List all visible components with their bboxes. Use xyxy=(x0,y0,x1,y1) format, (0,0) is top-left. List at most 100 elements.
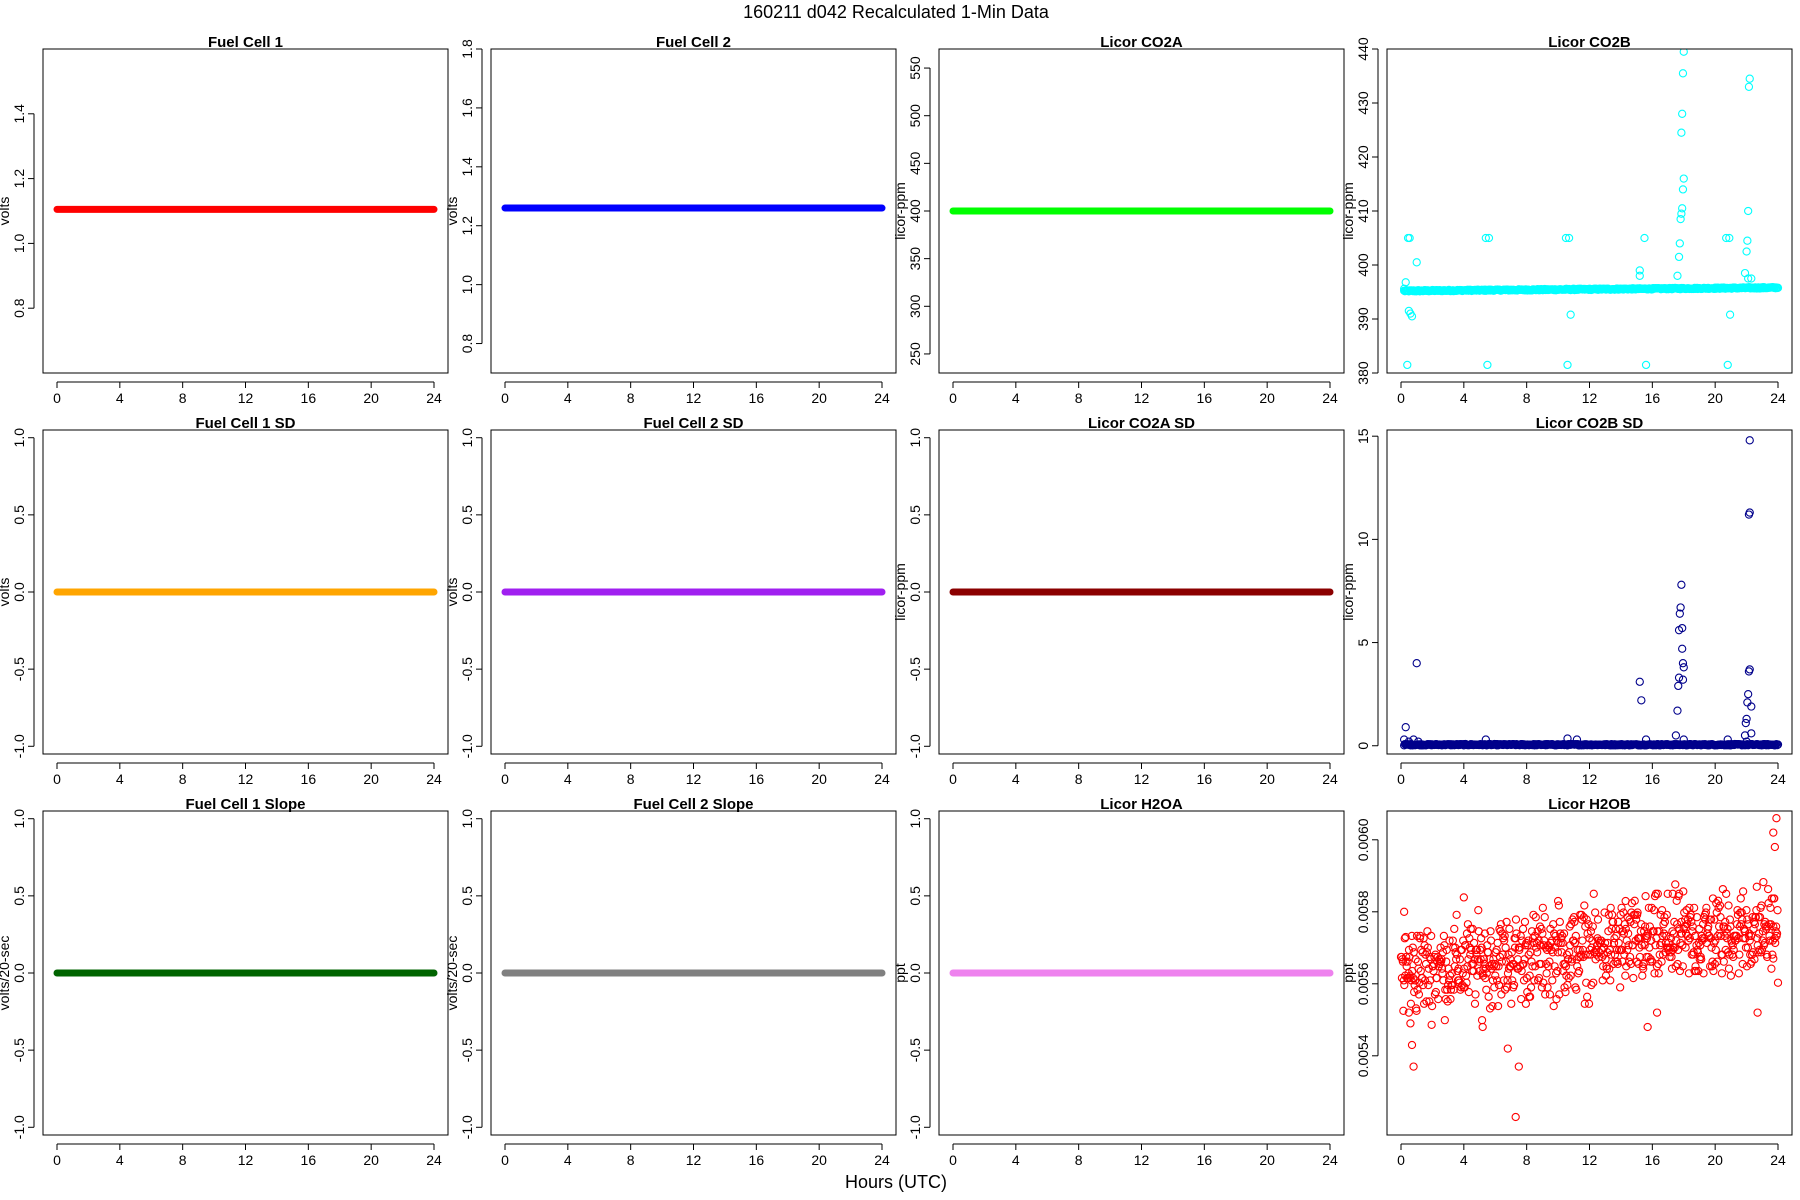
panel-1: Fuel Cell 1 0 4 8 12 16 20 24 0.8 1.0 1.2 1.4 volts xyxy=(0,34,449,406)
data-point xyxy=(1509,980,1519,990)
data-point xyxy=(1443,985,1452,994)
data-point xyxy=(1406,1019,1415,1028)
data-point xyxy=(1750,955,1759,964)
data-point xyxy=(1492,945,1501,955)
panel-2: Fuel Cell 2 0 4 8 12 16 20 24 0.8 1.0 1.2 1.4 1.6 1.8… xyxy=(444,34,897,406)
data-point xyxy=(1619,908,1628,917)
data-point xyxy=(1568,915,1577,924)
y-axis-label: volts/20-sec xyxy=(0,936,12,1011)
data-point xyxy=(1723,924,1732,934)
x-tick-label: 4 xyxy=(564,771,572,787)
x-tick-label: 16 xyxy=(301,1152,317,1168)
y-tick-label: 0.0 xyxy=(11,582,27,602)
y-tick-label: 0.0 xyxy=(907,963,923,983)
data-point xyxy=(1633,908,1642,917)
data-point xyxy=(1586,927,1596,936)
x-tick-label: 0 xyxy=(501,771,509,787)
data-point xyxy=(1543,983,1552,992)
data-point xyxy=(1513,955,1523,964)
data-point xyxy=(1406,971,1415,980)
data-point xyxy=(1577,910,1586,920)
data-point xyxy=(1414,990,1424,999)
data-point xyxy=(1564,973,1573,983)
data-point xyxy=(1531,962,1540,971)
data-point xyxy=(1401,723,1410,732)
data-point xyxy=(1405,233,1414,243)
data-point xyxy=(1400,934,1409,943)
data-point xyxy=(1528,962,1537,971)
y-tick-label: 0.5 xyxy=(11,886,27,906)
data-point xyxy=(1404,1008,1414,1017)
data-point xyxy=(1723,360,1732,370)
data-point xyxy=(1518,924,1528,934)
data-point xyxy=(1658,931,1667,941)
data-point xyxy=(1566,310,1575,319)
y-tick-label: 0.5 xyxy=(459,505,475,525)
data-point xyxy=(1745,436,1754,445)
plot-frame xyxy=(490,810,897,1136)
data-point xyxy=(1451,955,1461,964)
data-point xyxy=(1550,929,1559,938)
data-point xyxy=(1549,1001,1558,1011)
data-point xyxy=(1760,938,1769,948)
data-point xyxy=(1720,931,1729,941)
data-point xyxy=(1485,1004,1495,1013)
data-point xyxy=(1721,917,1730,927)
data-point xyxy=(1558,938,1567,948)
x-tick-label: 8 xyxy=(179,771,187,787)
x-tick-label: 8 xyxy=(1523,1152,1531,1168)
data-point xyxy=(1412,659,1421,668)
data-point xyxy=(1452,910,1461,920)
data-point xyxy=(1722,889,1731,898)
plot-frame xyxy=(490,48,897,374)
y-tick-label: -0.5 xyxy=(459,1038,475,1062)
data-point xyxy=(1580,901,1589,910)
data-point xyxy=(1744,920,1753,929)
data-point xyxy=(1497,990,1506,999)
y-tick-label: 400 xyxy=(1355,253,1371,277)
data-point xyxy=(1582,992,1592,1001)
x-tick-label: 4 xyxy=(1012,1152,1020,1168)
x-tick-label: 0 xyxy=(1397,390,1405,406)
data-point xyxy=(1450,924,1459,934)
data-point xyxy=(1682,920,1692,929)
x-tick-label: 4 xyxy=(1460,1152,1468,1168)
data-point xyxy=(1542,969,1551,978)
data-point xyxy=(1476,934,1486,943)
y-tick-label: 0.8 xyxy=(459,334,475,354)
data-point xyxy=(1657,906,1667,915)
data-point xyxy=(1712,908,1721,917)
data-point xyxy=(1654,969,1663,978)
data-point xyxy=(1491,971,1500,980)
data-point xyxy=(1639,964,1648,973)
data-point xyxy=(1678,675,1688,684)
data-point xyxy=(1553,896,1563,906)
data-point xyxy=(1524,950,1533,959)
data-point xyxy=(1744,82,1754,91)
data-point xyxy=(1755,913,1765,922)
data-point xyxy=(1679,49,1688,56)
data-point xyxy=(1605,964,1614,973)
data-point xyxy=(1608,917,1618,927)
data-point xyxy=(1517,994,1526,1004)
x-tick-label: 20 xyxy=(1707,771,1723,787)
data-point xyxy=(1637,941,1646,950)
data-point xyxy=(1485,955,1494,964)
data-point xyxy=(1752,882,1761,891)
data-point xyxy=(1525,992,1535,1001)
data-point xyxy=(1600,908,1609,917)
data-point xyxy=(1742,247,1751,256)
data-point xyxy=(1687,917,1696,927)
data-point xyxy=(1443,997,1452,1006)
data-point xyxy=(1589,978,1598,987)
data-point xyxy=(1773,740,1783,749)
data-point xyxy=(1548,976,1557,985)
x-tick-label: 12 xyxy=(1134,771,1150,787)
data-point xyxy=(1537,924,1546,934)
x-tick-label: 12 xyxy=(1582,1152,1598,1168)
data-point xyxy=(1623,945,1632,955)
y-tick-label: 1.0 xyxy=(907,428,923,448)
data-point xyxy=(1690,931,1700,941)
x-tick-label: 24 xyxy=(1322,1152,1338,1168)
data-point xyxy=(1742,737,1751,746)
